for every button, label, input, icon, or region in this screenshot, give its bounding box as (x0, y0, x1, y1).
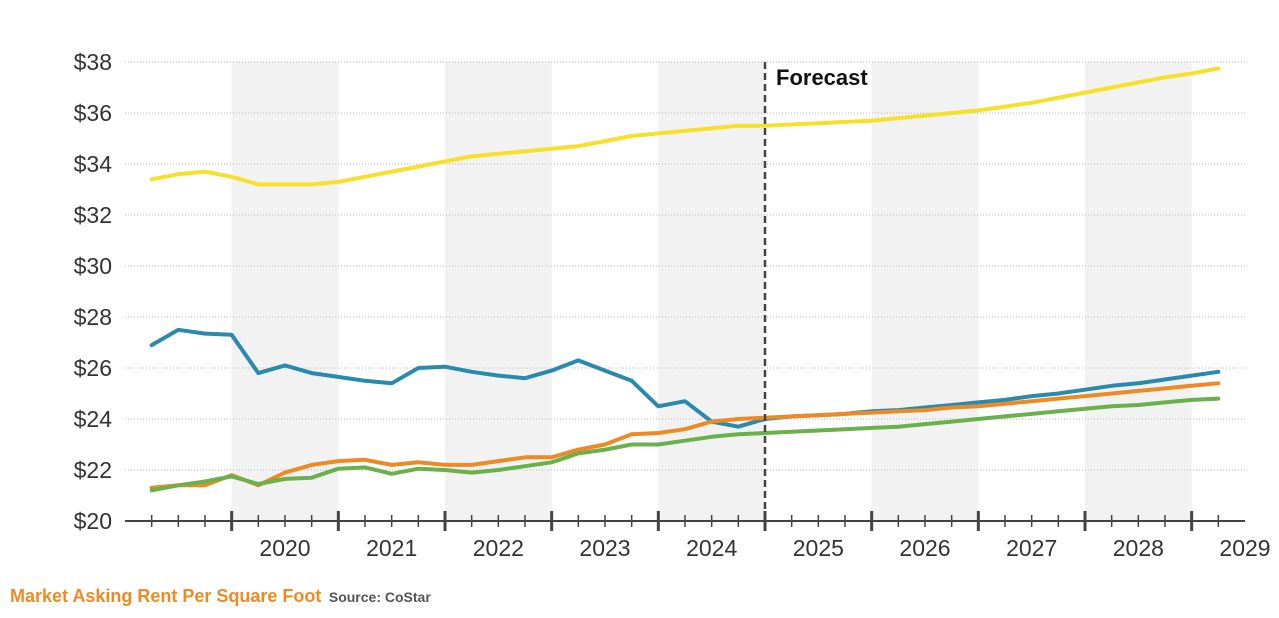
year-shading-bands (231, 62, 1192, 521)
chart-title: Market Asking Rent Per Square Foot (10, 586, 322, 606)
orange-series (149, 381, 1221, 490)
rent-line-chart: $20$22$24$26$28$30$32$34$36$38 2020 2021 2… (74, 49, 1271, 561)
y-tick-label: $20 (74, 508, 112, 534)
chart-source: Source: CoStar (328, 589, 431, 605)
y-tick-label: $24 (74, 406, 113, 432)
x-axis: 2020 2021 2022 2023 2024 2025 2026 2027 2028 2029 (125, 511, 1271, 561)
forecast-marker: Forecast (763, 62, 868, 521)
y-tick-label: $38 (74, 49, 112, 75)
shaded-band-2022 (445, 62, 552, 521)
y-tick-label: $30 (74, 253, 112, 279)
x-tick-label: 2023 (579, 535, 630, 561)
y-axis-tick-labels: $20 $22 $24 $26 $28 $30 $32 $34 $36 $38 (74, 49, 113, 534)
horizontal-gridlines (125, 61, 1245, 471)
green-series (149, 396, 1221, 493)
x-tick-label: 2029 (1219, 535, 1270, 561)
y-tick-label: $28 (74, 304, 112, 330)
y-tick-label: $32 (74, 202, 112, 228)
x-tick-label: 2024 (686, 535, 737, 561)
blue-series (149, 327, 1221, 429)
x-tick-label: 2022 (473, 535, 524, 561)
y-tick-label: $34 (74, 151, 113, 177)
x-tick-label: 2020 (259, 535, 310, 561)
data-series (149, 66, 1221, 493)
x-tick-label: 2021 (366, 535, 417, 561)
y-tick-label: $36 (74, 100, 112, 126)
shaded-band-2020 (231, 62, 339, 521)
forecast-label: Forecast (776, 65, 868, 90)
x-tick-label: 2027 (1006, 535, 1057, 561)
shaded-band-2028 (1085, 62, 1192, 521)
x-tick-label: 2026 (899, 535, 950, 561)
shaded-band-2026 (871, 62, 979, 521)
y-tick-label: $22 (74, 457, 112, 483)
y-tick-label: $26 (74, 355, 112, 381)
x-tick-label: 2028 (1113, 535, 1164, 561)
yellow-series (149, 66, 1221, 187)
chart-caption: Market Asking Rent Per Square Foot Sourc… (10, 586, 431, 607)
shaded-band-2024 (658, 62, 765, 521)
x-tick-label: 2025 (793, 535, 844, 561)
